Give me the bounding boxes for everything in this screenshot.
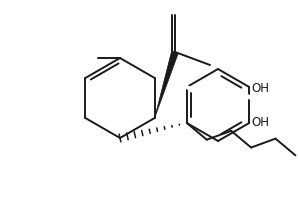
Text: OH: OH (251, 82, 269, 94)
Polygon shape (155, 51, 178, 118)
Text: OH: OH (251, 115, 269, 129)
